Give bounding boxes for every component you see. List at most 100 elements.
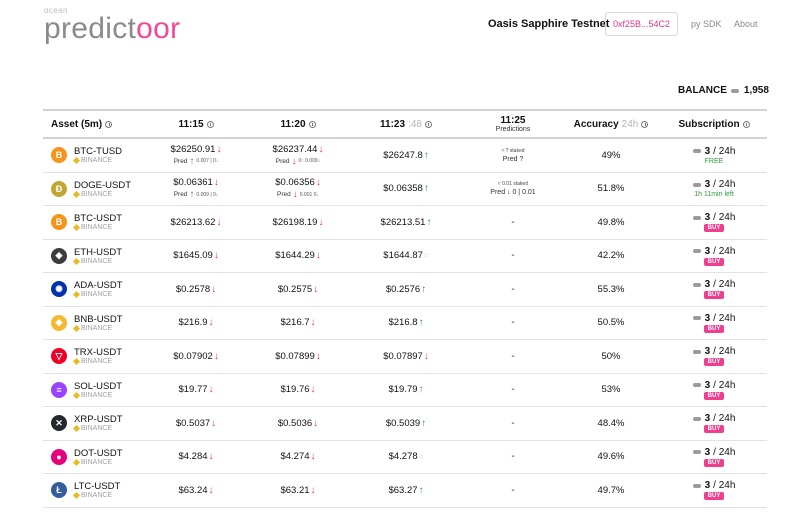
empty-prediction: -: [511, 451, 515, 463]
loading-icon: ◌: [418, 452, 424, 462]
price-value: $0.2576: [385, 283, 421, 295]
info-icon[interactable]: [641, 120, 649, 128]
table-row: ≡ SOL-USDT BINANCE $19.77 ↓ $19.76 ↓ $19.7…: [43, 374, 767, 407]
arrow-up-icon: ↑: [423, 183, 429, 195]
price-value: $4.274: [280, 451, 310, 463]
coin-icon: ◆: [51, 314, 67, 331]
arrow-down-icon: ↓: [213, 250, 219, 262]
nav-link-about[interactable]: About: [734, 19, 758, 29]
asset-pair: BTC-TUSD: [74, 146, 123, 158]
info-icon[interactable]: [206, 120, 214, 128]
price-value: $26250.91: [170, 143, 216, 155]
prediction-line: Pred ↓ 0.001 0↓: [277, 189, 319, 200]
price-value: $216.8: [388, 317, 418, 329]
binance-icon: [72, 492, 81, 500]
buy-button[interactable]: BUY: [703, 224, 725, 233]
empty-prediction: -: [511, 384, 515, 396]
pred-stake-values: 0.001 0↓: [299, 191, 319, 198]
info-icon[interactable]: [308, 120, 316, 128]
arrow-down-icon: ↓: [208, 451, 214, 463]
info-icon[interactable]: [742, 120, 750, 128]
accuracy-value: 49.8%: [597, 216, 625, 228]
arrow-down-icon: ↓: [310, 384, 316, 396]
table-row: ▽ TRX-USDT BINANCE $0.07902 ↓ $0.07899 ↓ $…: [43, 340, 767, 374]
pred-stake-values: 0.007 | 0↓: [196, 158, 219, 165]
staked-amount: ≈ ? staked: [501, 147, 525, 154]
exchange-label: BINANCE: [72, 492, 120, 500]
info-icon[interactable]: [424, 120, 432, 128]
buy-button[interactable]: BUY: [703, 324, 725, 333]
price-value: $0.06361: [173, 177, 213, 189]
table-row: ✺ ADA-USDT BINANCE $0.2578 ↓ $0.2575 ↓ $0.…: [43, 273, 767, 307]
subscription-period: / 24h: [713, 245, 736, 257]
epoch-1-cell: $4.284 ↓: [146, 441, 246, 474]
header-asset-label: Asset (5m): [51, 118, 103, 130]
ocean-token-icon: [692, 182, 702, 188]
header-epoch-1: 11:15: [146, 111, 246, 137]
price-value: $63.27: [388, 484, 418, 496]
buy-button[interactable]: BUY: [703, 291, 725, 300]
buy-button[interactable]: BUY: [703, 257, 725, 266]
epoch-3-cell: $0.2576 ↑: [348, 273, 464, 306]
info-icon[interactable]: [105, 120, 113, 128]
exchange-name: BINANCE: [81, 358, 113, 366]
logo-accent-part: oor: [136, 12, 181, 45]
empty-prediction: -: [511, 216, 515, 228]
buy-button[interactable]: BUY: [703, 458, 725, 467]
buy-button[interactable]: BUY: [703, 391, 725, 400]
epoch-3-cell: $4.278 ◌: [348, 441, 464, 474]
accuracy-cell: 49.6%: [563, 441, 659, 474]
header-accuracy-label: Accuracy: [573, 118, 619, 130]
accuracy-value: 51.8%: [597, 183, 625, 195]
header-epoch-4: 11:25 Predictions: [463, 111, 563, 137]
buy-button[interactable]: BUY: [703, 358, 725, 367]
accuracy-value: 50.5%: [597, 317, 625, 329]
subscription-price: 3: [704, 346, 711, 358]
balance-display: BALANCE 1,958: [678, 85, 769, 96]
arrow-down-icon: ↓: [313, 417, 319, 429]
subscription-cell: 3/ 24h BUY: [661, 206, 767, 239]
table-row: ● DOT-USDT BINANCE $4.284 ↓ $4.274 ↓ $4.27…: [43, 441, 767, 474]
table-row: B BTC-TUSD BINANCE $26250.91 ↓ Pred ↑ 0.007 …: [43, 139, 767, 173]
header-epoch-2-label: 11:20: [280, 118, 306, 130]
price-value: $0.5039: [385, 417, 421, 429]
arrow-up-icon: ↑: [418, 317, 424, 329]
ocean-token-icon: [692, 215, 702, 221]
exchange-label: BINANCE: [72, 291, 123, 299]
exchange-name: BINANCE: [81, 291, 113, 299]
binance-icon: [72, 224, 81, 232]
subscription-price: 3: [704, 279, 711, 291]
arrow-down-icon: ↓: [208, 484, 214, 496]
accuracy-cell: 53%: [563, 374, 659, 407]
arrow-up-icon: ↑: [418, 384, 424, 396]
arrow-down-icon: ↓: [315, 177, 321, 189]
epoch-1-cell: $1645.09 ↓: [146, 240, 246, 273]
asset-pair: BTC-USDT: [74, 213, 123, 225]
asset-cell: B BTC-TUSD BINANCE: [51, 139, 171, 172]
exchange-label: BINANCE: [72, 190, 131, 198]
app-logo[interactable]: ocean predictoor: [44, 6, 181, 45]
asset-cell: B BTC-USDT BINANCE: [51, 206, 171, 239]
arrow-up-icon: ↑: [418, 484, 424, 496]
coin-icon: ≡: [51, 381, 67, 398]
prediction-status[interactable]: Pred ↓ 0 | 0.01: [490, 189, 536, 197]
nav-link-py-sdk[interactable]: py SDK: [691, 19, 722, 29]
price-value: $26213.62: [170, 216, 216, 228]
buy-button[interactable]: BUY: [703, 425, 725, 434]
asset-cell: ✕ XRP-USDT BINANCE: [51, 407, 171, 440]
price-value: $1644.29: [275, 250, 315, 262]
asset-cell: Ð DOGE-USDT BINANCE: [51, 173, 171, 206]
prediction-status[interactable]: Pred ?: [502, 155, 524, 163]
table-row: ◆ ETH-USDT BINANCE $1645.09 ↓ $1644.29 ↓ $…: [43, 240, 767, 273]
price-value: $4.278: [388, 451, 418, 463]
buy-button[interactable]: BUY: [703, 492, 725, 501]
price-value: $26213.51: [380, 216, 426, 228]
epoch-2-cell: $4.274 ↓: [248, 441, 348, 474]
accuracy-value: 55.3%: [597, 283, 625, 295]
pred-label: Pred: [277, 191, 291, 199]
epoch-3-cell: $26247.8 ↑: [348, 139, 464, 172]
epoch-1-cell: $0.06361 ↓ Pred ↑ 0.009 | 0↓: [146, 173, 246, 206]
epoch-3-cell: $0.07897 ↓: [348, 340, 464, 373]
table-row: ✕ XRP-USDT BINANCE $0.5037 ↓ $0.5036 ↓ $0.…: [43, 407, 767, 441]
wallet-address-button[interactable]: 0xf25B...54C2: [605, 12, 678, 36]
